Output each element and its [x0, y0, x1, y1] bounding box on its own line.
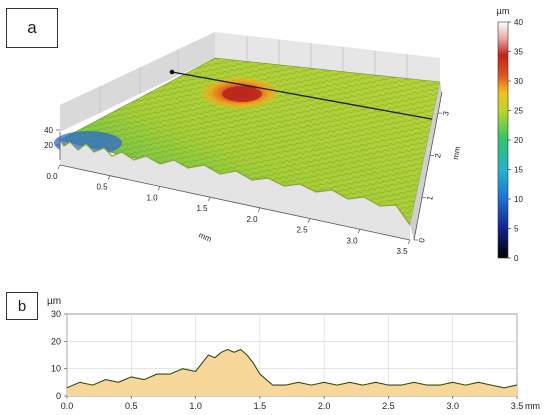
- colorbar-tick-label: 30: [514, 77, 523, 86]
- x-tick-label-b: 2.5: [382, 401, 395, 411]
- x-tick-label-b: 0.0: [61, 401, 74, 411]
- z-tick-label-a: 20: [44, 141, 53, 150]
- x-tick-label-a: 1.0: [146, 193, 158, 202]
- x-tick-mark-a: [307, 218, 311, 223]
- x-tick-mark-a: [57, 164, 61, 170]
- y-tick-label-b: 30: [51, 309, 61, 319]
- x-tick-mark-a: [257, 207, 261, 213]
- colorbar-tick-label: 25: [514, 107, 523, 116]
- colorbar-tick-label: 5: [514, 225, 519, 234]
- profile-chart: 0.0 0.5 1.0 1.5 2.0 2.5 3.0 3.5 mm 0 10 20 30 µm: [47, 296, 540, 411]
- front-wall: [60, 140, 410, 240]
- x-tick-label-a: 3.0: [346, 236, 358, 245]
- back-wall-left: [60, 32, 215, 132]
- colorbar-ticks: 0 5 10 15 20 25 30 35 40: [508, 18, 523, 263]
- x-tick-label-b: 3.0: [446, 401, 459, 411]
- y-tick-label-a: 3: [441, 110, 451, 116]
- x-tick-label-b: 1.0: [189, 401, 202, 411]
- x-axis-unit-b: mm: [525, 401, 540, 411]
- y-axis-ticks-b: 0 10 20 30: [51, 309, 67, 401]
- x-tick-label-b: 2.0: [318, 401, 331, 411]
- colorbar-tick-label: 10: [514, 195, 523, 204]
- y-axis-unit-b: µm: [47, 296, 61, 307]
- x-axis-ticks-a: 0.0 0.5 1.0 1.5 2.0 2.5 3.0 3.5: [46, 164, 411, 256]
- y-axis-ticks-a: 0 1 2 3: [414, 110, 451, 243]
- panel-a-label: a: [6, 8, 58, 48]
- colorbar-unit: µm: [497, 6, 510, 16]
- y-tick-label-a: 2: [433, 152, 443, 158]
- profile-start-marker: [169, 69, 175, 75]
- profile-area: [67, 349, 517, 396]
- x-tick-mark-a: [107, 175, 111, 180]
- x-tick-label-a: 3.5: [396, 247, 408, 256]
- profile-line-trace: [66, 348, 518, 389]
- y-axis-label-a: mm: [451, 145, 462, 160]
- surface-texture: [60, 58, 440, 225]
- peak-core: [222, 86, 262, 102]
- x-tick-mark-a: [157, 186, 161, 191]
- colorbar-tick-label: 20: [514, 136, 523, 145]
- colorbar: µm 0 5 10 15 20 25 30 35 40: [497, 6, 524, 263]
- x-tick-label-a: 2.0: [246, 215, 258, 224]
- x-axis-line: [59, 164, 411, 241]
- back-wall-gridlines: [99, 36, 408, 113]
- x-tick-label-a: 2.5: [296, 226, 308, 235]
- right-wall: [410, 82, 442, 240]
- colorbar-gradient: [497, 21, 509, 259]
- x-tick-mark-a: [407, 239, 411, 245]
- x-tick-label-b: 0.5: [125, 401, 138, 411]
- colorbar-tick-label: 40: [514, 18, 523, 27]
- profile-line: [171, 71, 438, 121]
- x-tick-label-b: 1.5: [254, 401, 267, 411]
- y-tick-label-b: 20: [51, 336, 61, 346]
- y-tick-label-a: 1: [425, 195, 435, 201]
- x-tick-label-b: 3.5: [511, 401, 524, 411]
- x-tick-label-a: 0.5: [96, 183, 108, 192]
- y-axis-line: [413, 91, 443, 241]
- x-axis-ticks-b: 0.0 0.5 1.0 1.5 2.0 2.5 3.0 3.5 mm: [61, 396, 540, 411]
- y-tick-label-b: 0: [56, 391, 61, 401]
- z-tick-label-a: 40: [44, 126, 53, 135]
- x-tick-label-a: 0.0: [46, 172, 58, 181]
- back-wall-right: [215, 32, 440, 82]
- panel-b-label: b: [6, 292, 38, 320]
- colorbar-tick-label: 35: [514, 48, 523, 57]
- front-wall-edge: [59, 139, 411, 226]
- x-tick-label-a: 1.5: [196, 204, 208, 213]
- y-tick-label-b: 10: [51, 364, 61, 374]
- colorbar-tick-label: 0: [514, 254, 519, 263]
- x-tick-mark-a: [207, 196, 211, 202]
- x-axis-label-a: mm: [197, 231, 213, 244]
- x-tick-mark-a: [357, 229, 361, 234]
- y-tick-label-a: 0: [417, 237, 427, 243]
- colorbar-tick-label: 15: [514, 166, 523, 175]
